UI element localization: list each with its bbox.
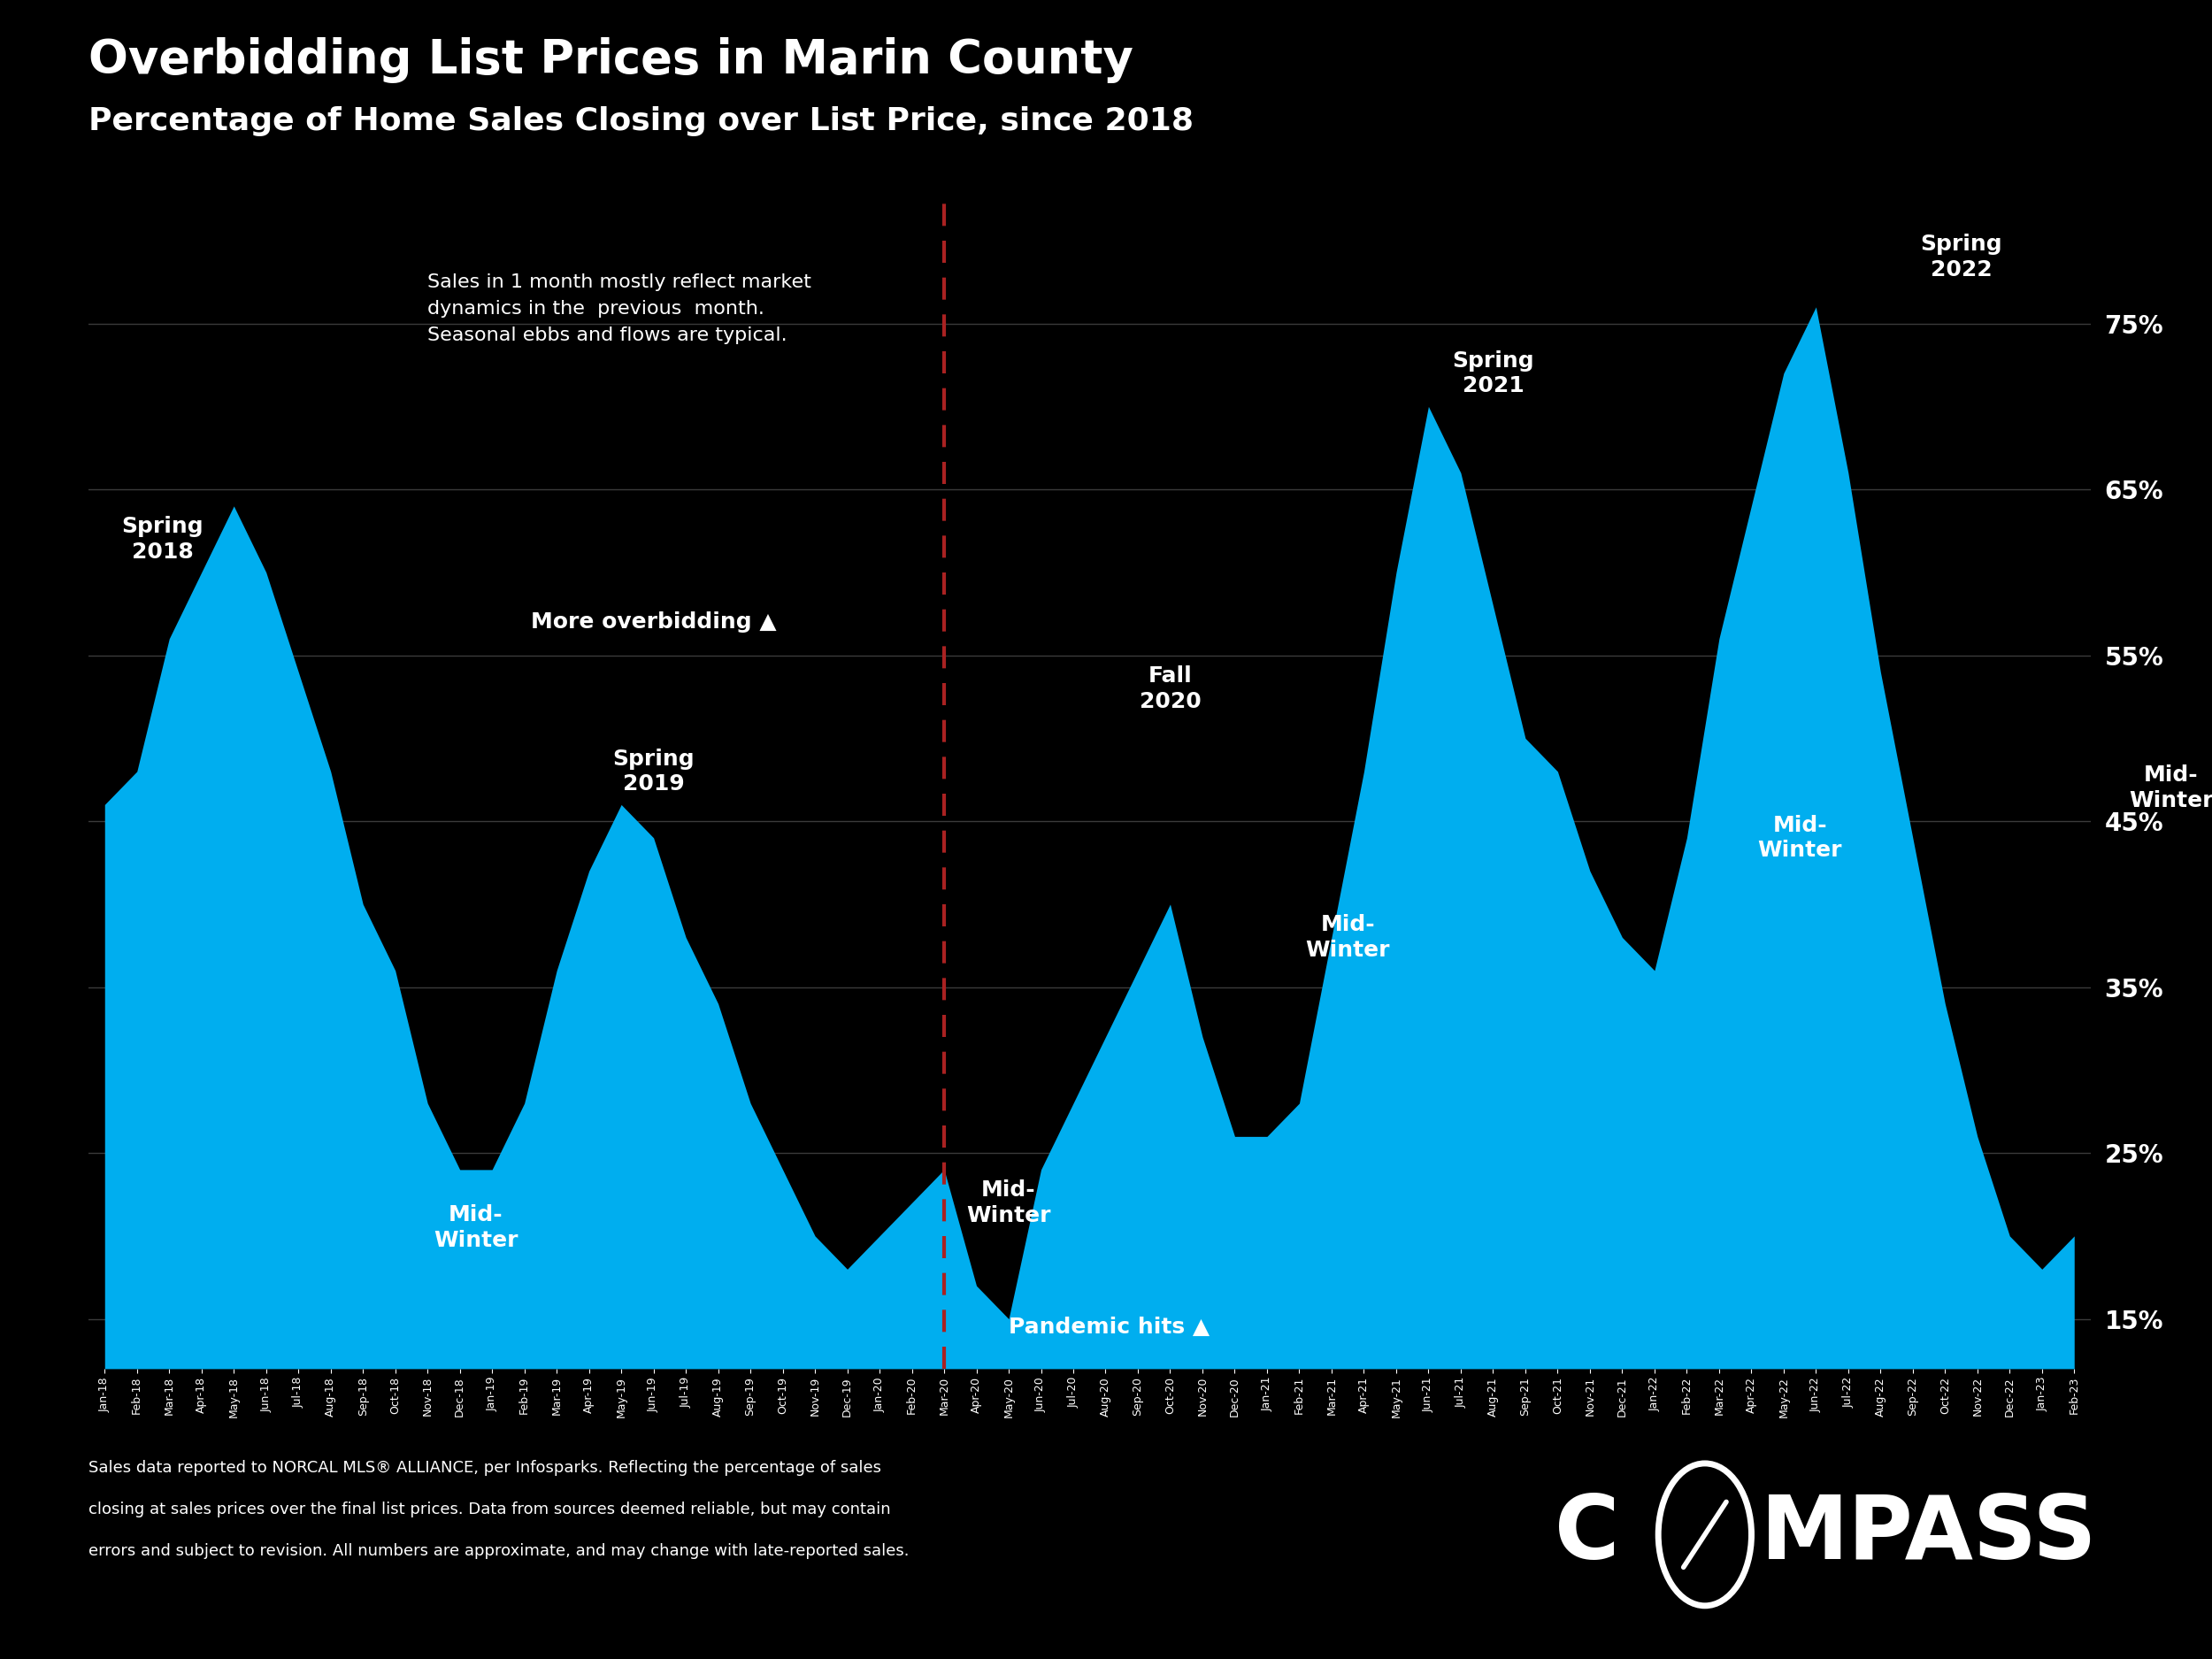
- Text: Mid-
Winter: Mid- Winter: [2128, 765, 2212, 811]
- Text: Mid-
Winter: Mid- Winter: [434, 1204, 518, 1251]
- Text: Mid-
Winter: Mid- Winter: [1305, 914, 1389, 961]
- Text: MPASS: MPASS: [1761, 1491, 2097, 1578]
- Text: Fall
2020: Fall 2020: [1139, 665, 1201, 712]
- Text: Percentage of Home Sales Closing over List Price, since 2018: Percentage of Home Sales Closing over Li…: [88, 106, 1194, 136]
- Text: closing at sales prices over the final list prices. Data from sources deemed rel: closing at sales prices over the final l…: [88, 1501, 891, 1518]
- Text: Spring
2021: Spring 2021: [1451, 350, 1533, 397]
- Text: Sales in 1 month mostly reflect market
dynamics in the  previous  month.
Seasona: Sales in 1 month mostly reflect market d…: [427, 274, 812, 343]
- Text: Mid-
Winter: Mid- Winter: [1759, 815, 1843, 861]
- Text: Spring
2019: Spring 2019: [613, 748, 695, 795]
- Text: C: C: [1555, 1491, 1619, 1578]
- Text: Pandemic hits ▲: Pandemic hits ▲: [1009, 1317, 1210, 1337]
- Text: errors and subject to revision. All numbers are approximate, and may change with: errors and subject to revision. All numb…: [88, 1543, 909, 1559]
- Text: More overbidding ▲: More overbidding ▲: [531, 612, 776, 632]
- Text: Sales data reported to NORCAL MLS® ALLIANCE, per Infosparks. Reflecting the perc: Sales data reported to NORCAL MLS® ALLIA…: [88, 1460, 880, 1477]
- Text: Overbidding List Prices in Marin County: Overbidding List Prices in Marin County: [88, 36, 1133, 83]
- Text: Mid-
Winter: Mid- Winter: [967, 1180, 1051, 1226]
- Text: Spring
2022: Spring 2022: [1920, 234, 2002, 280]
- Text: Spring
2018: Spring 2018: [122, 516, 204, 562]
